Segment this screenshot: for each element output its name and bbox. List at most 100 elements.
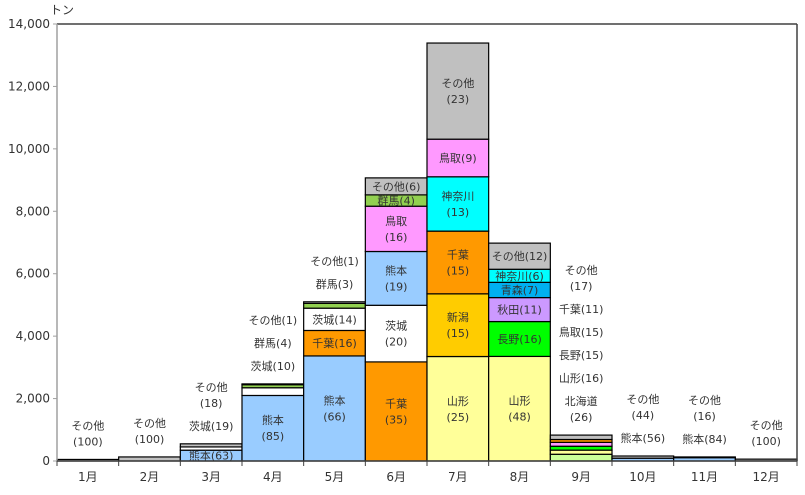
bar-segment [364,250,428,306]
data-label: 群馬(3) [316,277,354,291]
bar-segment [426,176,490,232]
y-tick-label: 14,000 [8,17,50,31]
data-label: (35) [385,413,408,426]
bar-segment [488,320,551,358]
data-label: その他 [195,381,228,394]
data-label: 千葉 [385,396,407,410]
x-tick-label: 1月 [78,470,98,484]
data-label: (100) [135,433,165,446]
data-label: (100) [751,435,781,448]
bar-segment [364,205,428,253]
data-label: 茨城(10) [251,359,296,373]
data-label: (100) [73,435,103,448]
data-label: (48) [508,411,531,424]
data-label: 長野(16) [497,333,542,346]
bar-segment [426,230,490,295]
y-axis-unit-label: トン [50,3,74,17]
data-label: 山形 [509,395,531,408]
data-label: 茨城 [385,319,407,333]
data-label: 千葉 [447,247,469,261]
data-label: 神奈川 [441,189,474,203]
x-tick-label: 9月 [571,470,591,484]
data-label: 熊本 [385,263,407,277]
data-label: 新潟 [447,310,469,324]
x-tick-label: 10月 [629,470,656,484]
data-label: 青森(7) [501,283,539,297]
data-label: その他 [133,417,166,430]
labels-layer: (100)その他(100)その他熊本(63)茨城(19)(18)その他熊本(85… [71,77,782,462]
data-label: (16) [385,231,408,244]
bars-layer [56,42,798,462]
data-label: 熊本(63) [189,449,234,463]
data-label: 千葉(11) [559,302,604,316]
data-label: 鳥取 [385,214,407,228]
bar-segment [241,387,305,397]
y-tick-label: 12,000 [8,79,50,93]
bar-segment [549,453,613,462]
data-label: その他 [71,419,104,432]
data-label: その他(1) [249,314,298,327]
data-label: (15) [447,264,470,277]
bar-segment [303,329,366,357]
axes-layer: 0 2,000 4,000 6,000 8,000 10,000 12,000 14,000 1… [8,17,798,484]
bar-segment [303,355,366,462]
bar-segment [364,304,428,363]
data-label: 熊本 [262,413,284,427]
data-label: (17) [570,280,593,293]
data-label: その他(12) [492,250,548,263]
bar-segment [549,434,613,441]
bar-segment [611,455,675,459]
data-label: 鳥取(9) [439,151,477,165]
bar-segment [364,361,428,462]
data-label: (18) [200,397,223,410]
data-label: 北海道 [565,394,598,408]
data-label: 神奈川(6) [495,269,544,283]
x-tick-label: 6月 [386,470,406,484]
bar-segment [426,42,490,140]
x-tick-label: 8月 [510,470,530,484]
data-label: (19) [385,280,408,293]
data-label: (13) [447,206,470,219]
bar-segment [426,355,490,462]
x-tick-label: 7月 [448,470,468,484]
data-label: 群馬(4) [377,194,415,208]
x-tick-label: 2月 [140,470,160,484]
data-label: 千葉(16) [312,336,357,350]
data-label: (16) [693,410,716,423]
data-label: 熊本(84) [682,432,727,446]
bar-segment [488,355,551,462]
data-label: 長野(15) [559,349,604,362]
data-label: その他 [441,77,474,90]
x-tick-label: 3月 [201,470,221,484]
bar-segment [303,301,366,304]
y-tick-label: 8,000 [16,204,50,218]
x-tick-label: 4月 [263,470,283,484]
data-label: その他 [750,419,783,432]
data-label: その他 [688,394,721,407]
data-label: (66) [323,410,346,423]
y-tick-label: 2,000 [16,392,50,406]
bar-segment [488,242,551,270]
x-tick-label: 12月 [753,470,780,484]
data-label: (15) [447,327,470,340]
data-label: (85) [262,430,285,443]
bar-segment [303,302,366,309]
data-label: その他 [565,264,598,277]
data-label: 熊本(56) [621,431,666,445]
y-tick-label: 10,000 [8,142,50,156]
data-label: その他(1) [310,255,359,268]
data-label: 山形(16) [559,372,604,385]
data-label: (26) [570,411,593,424]
data-label: 群馬(4) [254,336,292,350]
data-label: 茨城(19) [189,419,234,433]
data-label: (20) [385,336,408,349]
y-tick-label: 6,000 [16,267,50,281]
data-label: (23) [447,93,470,106]
data-label: 茨城(14) [312,312,357,326]
bar-segment [673,456,736,459]
data-label: その他(6) [372,180,421,193]
x-tick-label: 11月 [691,470,718,484]
bar-segment [179,443,243,448]
bar-segment [426,293,490,358]
